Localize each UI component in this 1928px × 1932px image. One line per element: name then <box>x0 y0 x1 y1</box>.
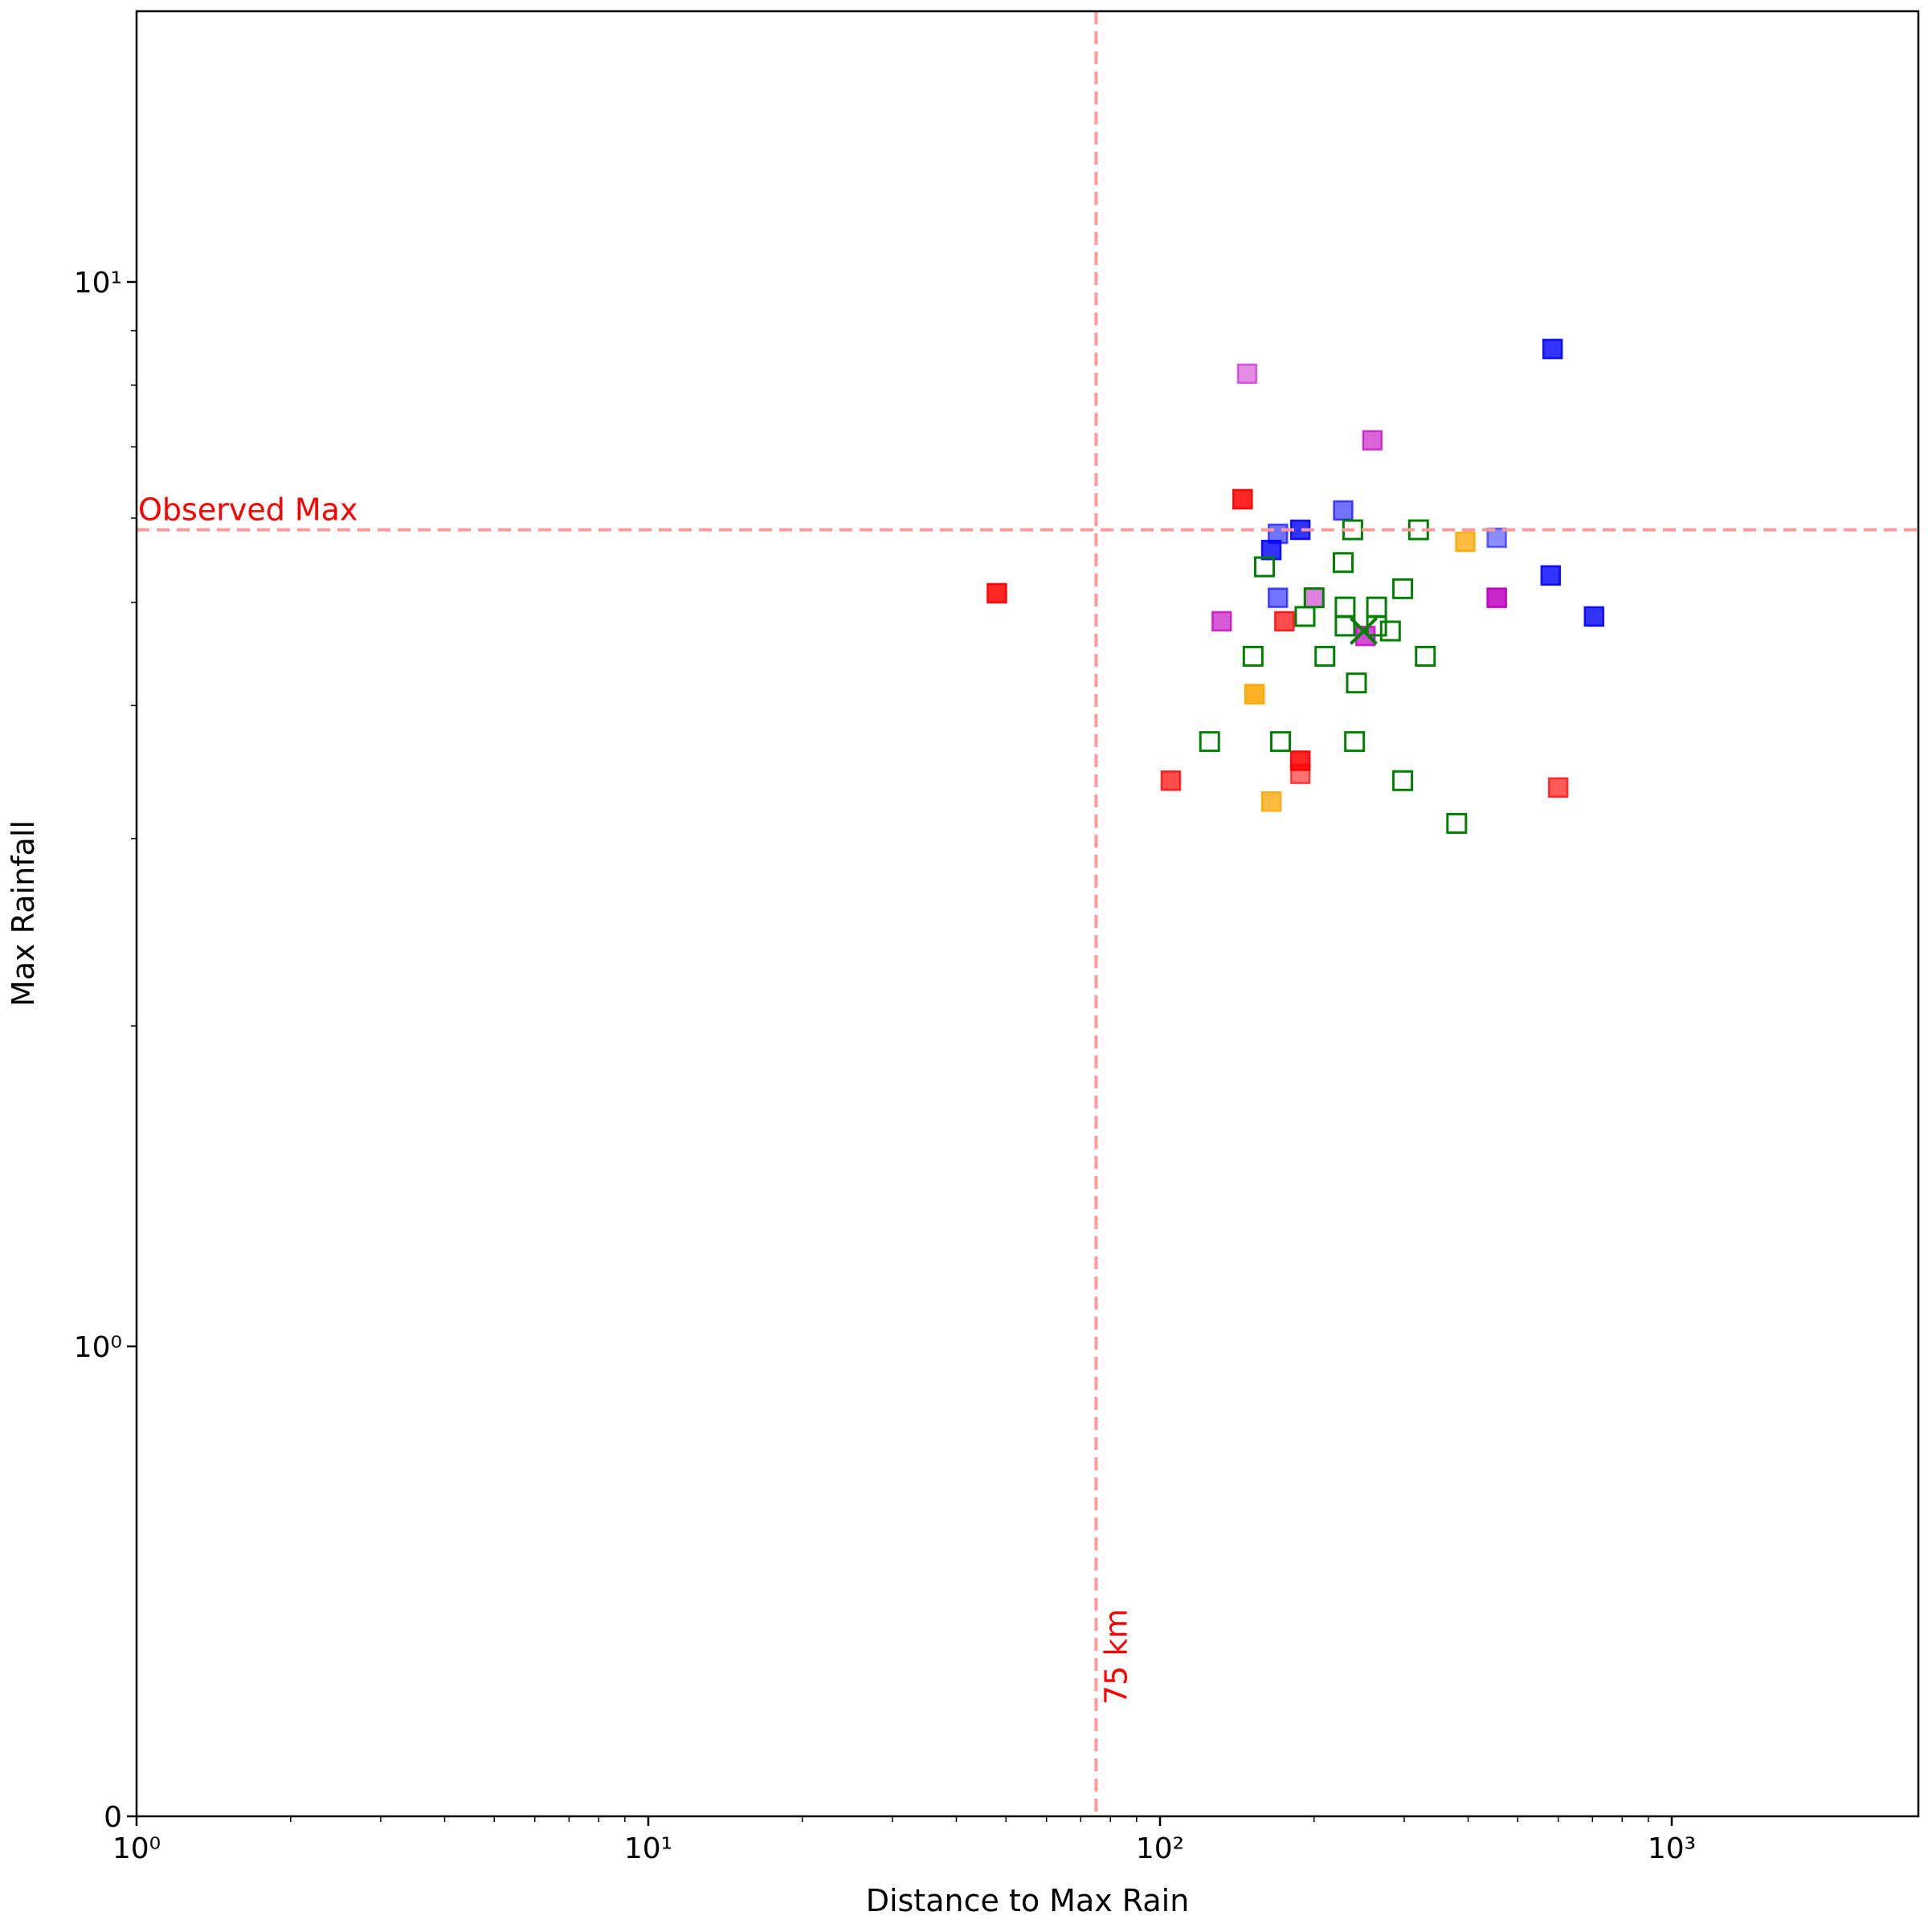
data-point-green-4-11 <box>1379 620 1401 642</box>
data-marks-layer <box>986 338 1605 834</box>
data-point-blue-1-7 <box>1268 587 1289 608</box>
reference-label-observed-max: Observed Max <box>138 492 357 528</box>
data-point-green-4-10 <box>1366 596 1387 618</box>
data-point-red-0-3 <box>1160 770 1182 791</box>
x-axis-label: Distance to Max Rain <box>866 1883 1190 1918</box>
data-point-green-4-4 <box>1334 596 1356 618</box>
data-point-green-4-18 <box>1344 731 1366 753</box>
data-point-green-4-8 <box>1392 578 1414 599</box>
y-axis-label: Max Rainfall <box>6 820 41 1007</box>
data-point-blue-1-0 <box>1542 338 1563 360</box>
reference-lines-layer: 75 km Observed Max <box>137 11 1918 1816</box>
data-point-blue-1-6 <box>1268 523 1289 545</box>
data-point-orchid-2-1 <box>1362 430 1383 451</box>
data-point-green-4-14 <box>1415 645 1436 667</box>
data-point-red-0-0 <box>986 582 1007 604</box>
data-point-green-4-16 <box>1199 731 1220 753</box>
data-point-blue-1-3 <box>1540 565 1562 586</box>
data-point-orchid-2-3 <box>1211 611 1232 632</box>
data-point-green-4-13 <box>1346 672 1367 694</box>
data-point-red-0-6 <box>1547 777 1569 799</box>
x-tick-label-3: 10³ <box>1648 1832 1696 1865</box>
data-point-green-4-0 <box>1254 556 1276 578</box>
data-point-green-4-7 <box>1333 552 1354 574</box>
data-point-red-0-5 <box>1289 763 1311 785</box>
data-point-green-4-17 <box>1270 731 1292 753</box>
x-tick-label-2: 10² <box>1136 1832 1184 1865</box>
data-point-blue-1-8 <box>1486 527 1507 549</box>
data-point-orchid-2-2 <box>1486 587 1507 608</box>
data-point-blue-1-4 <box>1583 606 1605 627</box>
data-point-green-4-2 <box>1303 587 1325 609</box>
y-tick-label-0: 0 <box>104 1801 122 1834</box>
data-point-orange-3-2 <box>1260 791 1282 812</box>
data-point-green-4-15 <box>1242 645 1264 667</box>
data-point-orchid-2-0 <box>1236 363 1258 384</box>
data-point-blue-1-5 <box>1333 500 1354 521</box>
x-tick-label-1: 10¹ <box>624 1832 672 1865</box>
plot-frame <box>135 10 1920 1818</box>
x-tick-label-0: 10⁰ <box>112 1832 161 1865</box>
data-point-red-0-4 <box>1274 611 1295 632</box>
data-point-red-0-1 <box>1232 488 1253 510</box>
data-point-green-4-12 <box>1314 645 1336 667</box>
data-point-green-4-20 <box>1446 812 1468 834</box>
data-point-orange-3-0 <box>1244 684 1265 705</box>
data-point-green-4-1 <box>1294 606 1316 627</box>
data-point-green-4-19 <box>1392 770 1414 791</box>
data-point-mean-x-0 <box>1350 617 1378 645</box>
y-tick-label-2: 10¹ <box>74 267 122 300</box>
y-tick-label-1: 10⁰ <box>74 1331 122 1364</box>
data-point-orange-3-1 <box>1455 531 1476 553</box>
data-point-orchid-2-4 <box>1304 587 1325 608</box>
reference-label-75km: 75 km <box>1098 1609 1134 1705</box>
